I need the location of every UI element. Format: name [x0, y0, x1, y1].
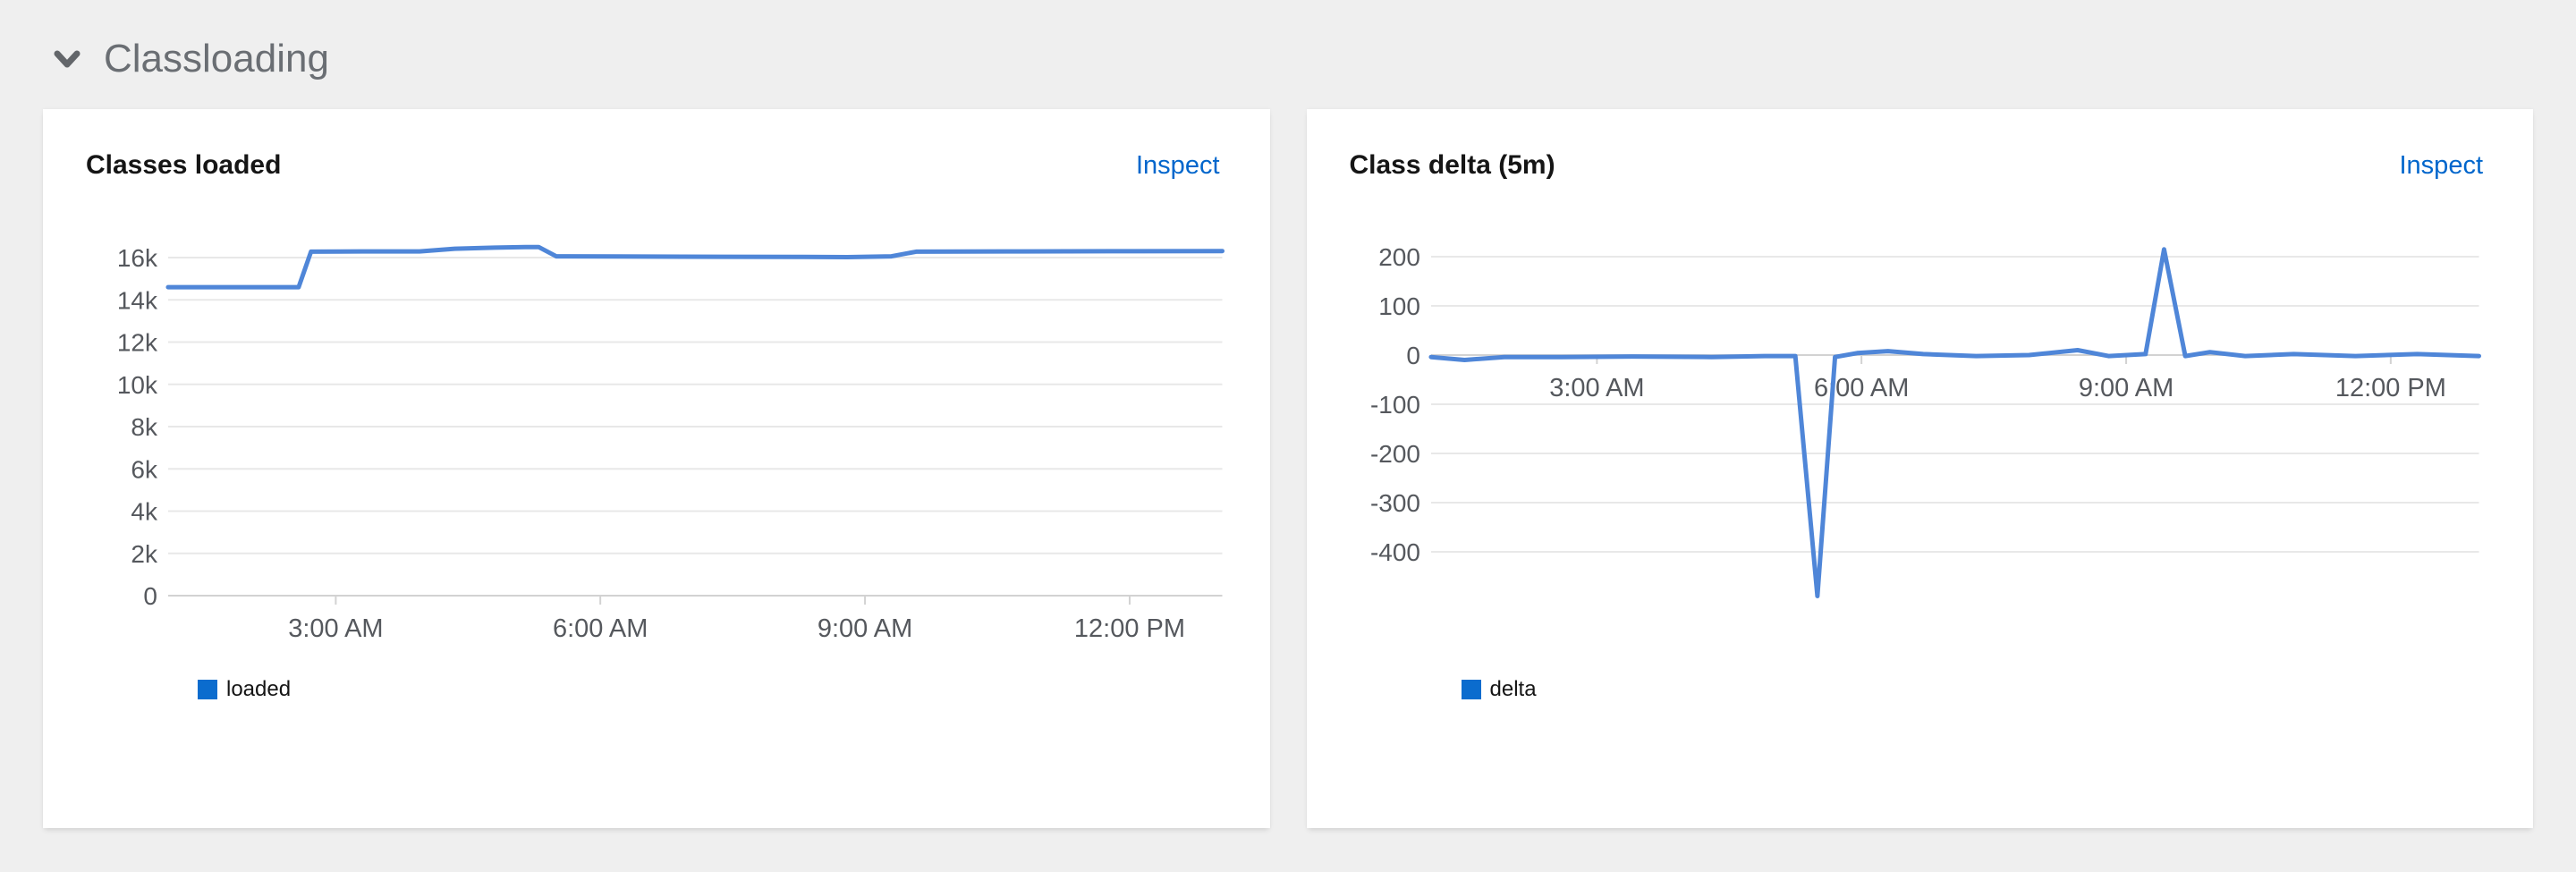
card-class-delta: Class delta (5m) Inspect 200 100 0 -100 -200… [1306, 109, 2534, 828]
class-delta-chart: 200 100 0 -100 -200 -300 -400 3:00 AM 6:00 AM 9:0… [1369, 243, 2481, 598]
x-tick-label: 6:00 AM [553, 614, 648, 643]
x-tick-label: 3:00 AM [1549, 374, 1644, 402]
legend-label: delta [1489, 677, 1537, 701]
chart-legend: delta [1461, 677, 1537, 701]
section-classloading-toggle[interactable]: Classloading [54, 34, 329, 84]
y-tick-label: 12k [117, 328, 158, 356]
y-tick-label: 100 [1378, 292, 1420, 320]
chart-legend: loaded [198, 679, 291, 700]
classes-loaded-chart: 16k 14k 12k 10k 8k 6k 4k 2k 0 3:00 AM 6:00 AM 9:00 … [117, 244, 1225, 643]
section-title: Classloading [104, 37, 329, 80]
y-tick-label: 200 [1378, 243, 1420, 271]
cards-row: Classes loaded Inspect 16k 14k 12k 10k 8k 6k 4… [43, 109, 2533, 828]
x-tick-label: 6:00 AM [1814, 374, 1909, 402]
y-tick-label: -300 [1369, 489, 1419, 517]
card-title: Class delta (5m) [1349, 150, 1555, 180]
series-line-loaded [165, 244, 1225, 290]
card-header: Class delta (5m) Inspect [1307, 109, 2534, 182]
y-tick-label: 14k [117, 286, 158, 314]
y-tick-label: -400 [1369, 538, 1419, 566]
legend-swatch [198, 680, 217, 699]
x-tick-label: 9:00 AM [818, 614, 912, 643]
card-header: Classes loaded Inspect [43, 109, 1270, 182]
y-tick-label: 10k [117, 371, 158, 399]
card-title: Classes loaded [86, 150, 282, 180]
legend-swatch [1461, 680, 1481, 699]
y-tick-label: 16k [117, 244, 158, 272]
y-tick-label: 2k [131, 540, 158, 568]
legend-label: loaded [226, 677, 292, 701]
y-tick-label: 4k [131, 497, 158, 525]
card-classes-loaded: Classes loaded Inspect 16k 14k 12k 10k 8k 6k 4… [43, 109, 1270, 828]
y-tick-label: -200 [1369, 440, 1419, 468]
y-tick-label: 0 [1406, 342, 1420, 369]
inspect-link[interactable]: Inspect [1136, 151, 1220, 180]
y-tick-label: -100 [1369, 391, 1419, 419]
y-tick-label: 6k [131, 455, 158, 483]
x-tick-label: 12:00 PM [2334, 374, 2445, 402]
x-tick-label: 3:00 AM [288, 614, 383, 643]
x-tick-label: 9:00 AM [2078, 374, 2173, 402]
x-tick-label: 12:00 PM [1074, 614, 1185, 643]
chevron-down-icon [54, 49, 80, 69]
y-tick-label: 8k [131, 413, 158, 441]
inspect-link[interactable]: Inspect [2399, 151, 2484, 180]
y-tick-label: 0 [143, 582, 157, 610]
series-line-delta [1428, 247, 2481, 598]
